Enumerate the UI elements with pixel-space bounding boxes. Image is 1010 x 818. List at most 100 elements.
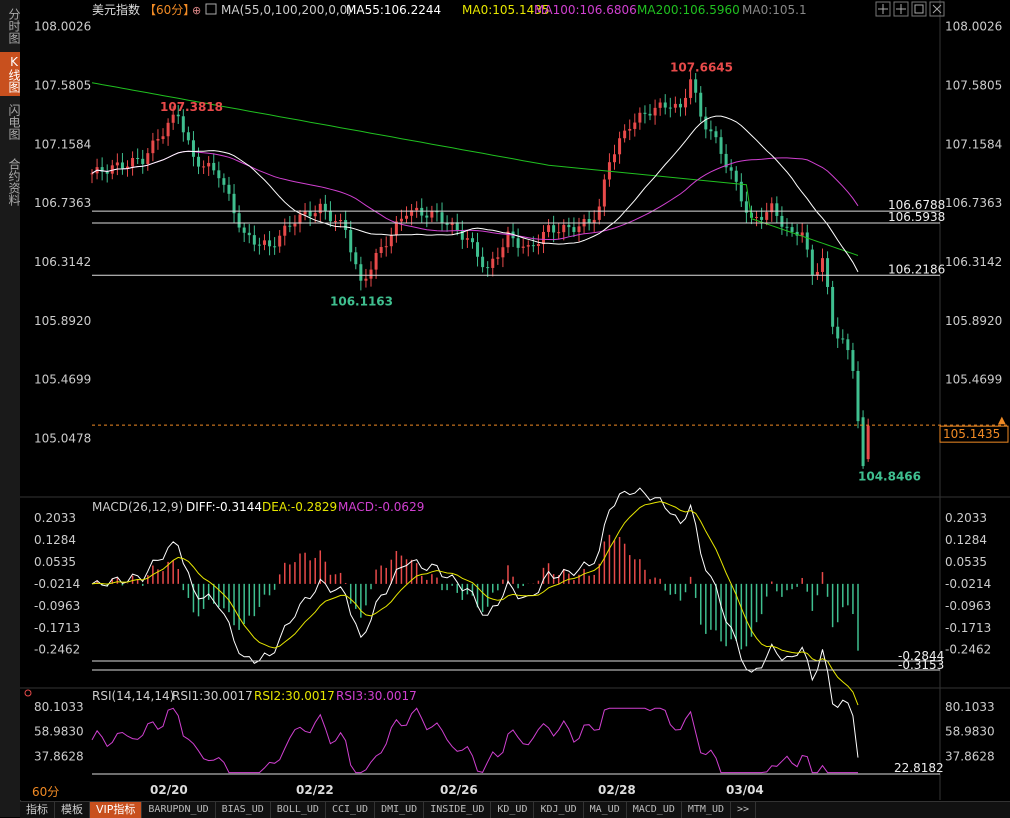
current-price-label: 105.1435	[943, 427, 1000, 441]
candle-body	[197, 156, 201, 167]
bottom-tab-5[interactable]: BOLL_UD	[271, 802, 326, 818]
candle-body	[481, 256, 485, 268]
candle-body	[694, 79, 698, 93]
candle-body	[486, 267, 490, 269]
sidebar-tab-0[interactable]: 分时图	[7, 8, 21, 44]
rsi-y-tick-left: 58.9830	[34, 725, 84, 739]
candle-body	[775, 203, 779, 216]
candle-body	[496, 257, 500, 259]
window-controls[interactable]	[875, 1, 945, 17]
candle-body	[308, 211, 312, 217]
candle-body	[450, 222, 454, 225]
candle-body	[455, 222, 459, 231]
candle-body	[141, 158, 145, 165]
bottom-tab-2[interactable]: VIP指标	[90, 802, 143, 818]
candle-body	[836, 326, 840, 339]
indicator-tab-bar[interactable]: 指标 模板 VIP指标 BARUPDN_UD BIAS_UD BOLL_UD CCI_UD D…	[20, 801, 1010, 818]
candle-body	[430, 210, 434, 218]
chart-area[interactable]: 美元指数 【60分】 ⊕ MA(55,0,100,200,0,0) MA55:1…	[20, 0, 1010, 800]
macd-y-tick-right: 0.1284	[945, 533, 987, 547]
bottom-tab-11[interactable]: MA_UD	[584, 802, 627, 818]
candle-body	[526, 245, 530, 247]
macd-panel[interactable]: MACD(26,12,9) DIFF:-0.3144 DEA:-0.2829 M…	[34, 487, 991, 758]
macd-y-tick-left: 0.0535	[34, 555, 76, 569]
current-price-box	[939, 425, 1009, 443]
candle-body	[328, 210, 332, 222]
macd-dea-line	[91, 501, 859, 706]
y-tick-left: 106.7363	[34, 196, 91, 210]
bottom-tab-13[interactable]: MTM_UD	[682, 802, 731, 818]
bottom-tab-10[interactable]: KDJ_UD	[534, 802, 584, 818]
candle-body	[217, 170, 221, 179]
crosshair-icon[interactable]	[875, 1, 891, 17]
rsi-level-label: 22.8182	[894, 761, 944, 775]
bottom-tab-8[interactable]: INSIDE_UD	[424, 802, 492, 818]
candle-body	[298, 214, 302, 224]
candle-body	[795, 231, 799, 236]
candle-body	[161, 136, 165, 140]
indicator-icon[interactable]	[205, 3, 217, 15]
bottom-tab-7[interactable]: DMI_UD	[375, 802, 425, 818]
candle-body	[765, 212, 769, 220]
close-icon[interactable]	[929, 1, 945, 17]
candle-body	[273, 246, 277, 248]
sidebar-tab-1[interactable]: K线图	[0, 52, 21, 96]
candle-body	[470, 238, 474, 243]
bottom-tab-14[interactable]: >>	[731, 802, 757, 818]
x-tick-label: 02/20	[150, 783, 188, 797]
level-label: 106.6788	[888, 198, 945, 212]
y-tick-left: 105.4699	[34, 373, 91, 387]
bottom-period[interactable]: 60分	[32, 785, 60, 799]
sidebar-tab-3[interactable]: 合约资料	[7, 158, 21, 206]
macd-y-tick-left: -0.0963	[34, 599, 80, 613]
candle-body	[587, 218, 591, 223]
candle-body	[257, 244, 261, 246]
candle-body	[491, 258, 495, 268]
candle-body	[105, 171, 109, 174]
candle-body	[602, 179, 606, 207]
bottom-tab-4[interactable]: BIAS_UD	[216, 802, 271, 818]
bottom-tab-0[interactable]: 指标	[20, 802, 55, 818]
rsi-panel[interactable]: RSI(14,14,14) RSI1:30.0017 RSI2:30.0017 …	[24, 689, 995, 775]
candle-body	[166, 122, 170, 137]
macd-y-tick-left: 0.2033	[34, 511, 76, 525]
candle-body	[689, 79, 693, 98]
period-label[interactable]: 【60分】	[144, 3, 195, 17]
candle-body	[623, 130, 627, 139]
macd-y-tick-right: -0.0214	[945, 577, 991, 591]
candle-body	[719, 137, 723, 154]
candle-body	[252, 235, 256, 245]
candle-body	[866, 425, 870, 460]
candle-body	[354, 252, 358, 265]
candle-body	[349, 229, 353, 253]
macd-y-tick-right: -0.2462	[945, 643, 991, 657]
sidebar-tab-2[interactable]: 闪电图	[7, 104, 21, 140]
candle-body	[739, 181, 743, 202]
candle-body	[181, 116, 185, 133]
candle-body	[202, 166, 206, 168]
candle-body	[131, 157, 135, 167]
macd-y-tick-right: -0.1713	[945, 621, 991, 635]
candle-body	[557, 232, 561, 234]
settings-icon[interactable]: ⊕	[192, 4, 201, 17]
bottom-tab-1[interactable]: 模板	[55, 802, 90, 818]
bottom-tab-12[interactable]: MACD_UD	[627, 802, 682, 818]
y-tick-left: 107.1584	[34, 137, 91, 151]
x-tick-label: 02/26	[440, 783, 478, 797]
bottom-tab-3[interactable]: BARUPDN_UD	[142, 802, 216, 818]
candle-body	[399, 218, 403, 222]
bottom-tab-6[interactable]: CCI_UD	[326, 802, 376, 818]
x-tick-label: 02/22	[296, 783, 334, 797]
candle-body	[369, 269, 373, 279]
grid-icon[interactable]	[911, 1, 927, 17]
candle-body	[333, 221, 337, 223]
annotation-high2: 107.6645	[670, 61, 733, 75]
candle-body	[597, 206, 601, 220]
candle-body	[232, 193, 236, 214]
bottom-tab-9[interactable]: KD_UD	[491, 802, 535, 818]
zoom-icon[interactable]	[893, 1, 909, 17]
ma200-value: MA200:106.5960	[637, 3, 740, 17]
ma100-value: MA100:106.6806	[534, 3, 637, 17]
price-panel[interactable]: 108.0026 107.5805 107.1584 106.7363 106.3142…	[34, 20, 1010, 484]
candle-body	[790, 227, 794, 232]
